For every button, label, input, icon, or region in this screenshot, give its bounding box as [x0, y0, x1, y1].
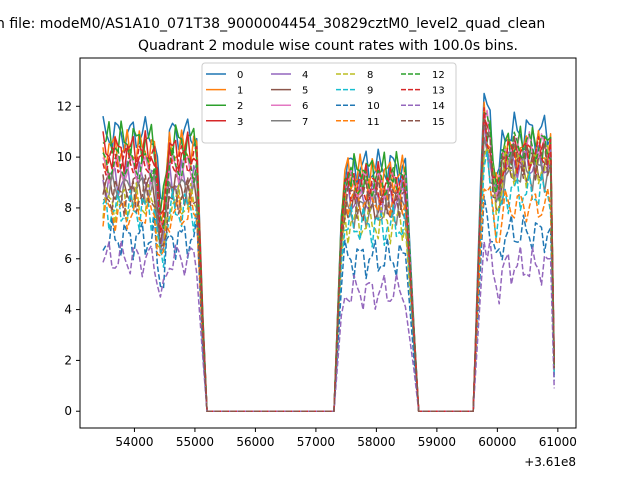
- x-tick-label: 58000: [357, 435, 395, 449]
- x-tick-label: 60000: [478, 435, 516, 449]
- x-tick-label: 57000: [297, 435, 335, 449]
- x-offset-label: +3.61e8: [524, 455, 576, 469]
- plot-frame: [79, 57, 577, 429]
- series-line-9: [102, 150, 555, 412]
- x-tick-label: 59000: [418, 435, 456, 449]
- y-tick-label: 6: [64, 252, 72, 266]
- legend-label: 10: [367, 101, 380, 112]
- legend-label: 11: [367, 117, 380, 128]
- legend-label: 1: [237, 86, 243, 97]
- chart-title: Quadrant 2 module wise count rates with …: [138, 38, 518, 54]
- chart-suptitle: n file: modeM0/AS1A10_071T38_9000004454_…: [0, 16, 545, 32]
- legend-label: 0: [237, 70, 243, 81]
- series-lines: [102, 92, 555, 412]
- legend-label: 7: [302, 117, 308, 128]
- legend-box: [201, 62, 457, 144]
- x-tick-label: 54000: [115, 435, 153, 449]
- series-line-5: [102, 148, 555, 412]
- legend-label: 6: [302, 101, 308, 112]
- legend-label: 2: [237, 101, 243, 112]
- legend-label: 14: [432, 101, 445, 112]
- series-line-0: [102, 92, 555, 412]
- series-line-14: [102, 238, 555, 412]
- legend-label: 9: [367, 86, 373, 97]
- legend-label: 13: [432, 86, 445, 97]
- series-line-11: [102, 178, 555, 412]
- legend-label: 15: [432, 117, 445, 128]
- legend-label: 12: [432, 70, 445, 81]
- y-tick-label: 8: [64, 201, 72, 215]
- x-tick-label: 56000: [236, 435, 274, 449]
- legend-label: 8: [367, 70, 373, 81]
- x-tick-label: 55000: [176, 435, 214, 449]
- y-tick-label: 12: [57, 99, 72, 113]
- y-tick-label: 2: [64, 353, 72, 367]
- y-tick-label: 4: [64, 303, 72, 317]
- series-line-13: [102, 107, 555, 412]
- series-line-15: [102, 118, 555, 412]
- series-line-10: [102, 195, 555, 412]
- series-line-8: [102, 145, 555, 412]
- x-axis: 54000 55000 56000 57000 58000 59000 60000 61000: [115, 428, 577, 449]
- x-tick-label: 61000: [539, 435, 577, 449]
- series-line-12: [102, 111, 555, 412]
- y-tick-label: 10: [57, 150, 72, 164]
- legend-label: 5: [302, 86, 308, 97]
- legend-label: 4: [302, 70, 308, 81]
- y-axis: 0 2 4 6 8 10 12: [57, 99, 80, 418]
- y-tick-label: 0: [64, 404, 72, 418]
- series-line-2: [102, 119, 555, 412]
- legend-label: 3: [237, 117, 243, 128]
